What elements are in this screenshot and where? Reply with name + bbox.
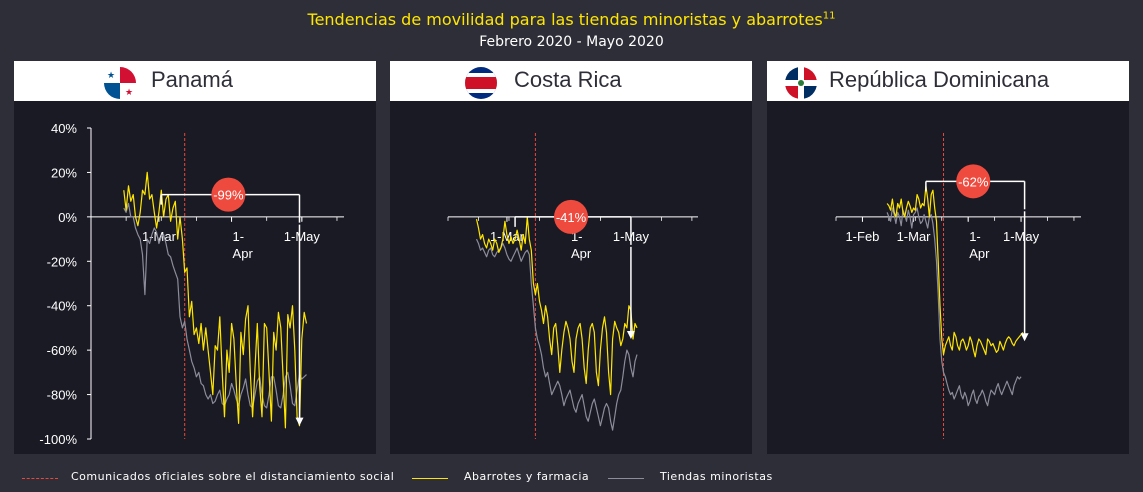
legend-grocery-label: Abarrotes y farmacia <box>464 470 590 483</box>
dominican-republic-flag-icon <box>785 67 817 99</box>
y-tick-label: -60% <box>47 343 78 358</box>
change-badge <box>956 164 991 199</box>
legend-retail-swatch <box>608 478 644 479</box>
series-line-grocery <box>475 216 638 396</box>
change-badge <box>554 199 588 234</box>
y-tick-label: 40% <box>51 121 77 136</box>
change-arrow-head <box>626 331 635 340</box>
y-tick-label: -100% <box>39 432 77 447</box>
change-badge <box>211 177 246 212</box>
legend-retail-label: Tiendas minoristas <box>660 470 773 483</box>
chart-title: Tendencias de movilidad para las tiendas… <box>0 10 1143 29</box>
panel-title: República Dominicana <box>829 67 1050 92</box>
panel-header-costa-rica: Costa Rica <box>390 61 752 101</box>
x-tick-label: Apr <box>233 246 254 261</box>
chart-subtitle: Febrero 2020 - Mayo 2020 <box>479 34 664 50</box>
y-tick-label: -40% <box>47 299 78 314</box>
change-label: -62% <box>958 174 989 189</box>
series-line-grocery <box>123 171 308 429</box>
change-arrow-head <box>1020 333 1029 342</box>
x-tick-label: 1-Feb <box>845 229 879 244</box>
plot-dominican-republic: 1-Feb 1-Mar 1- Apr 1-May -62% <box>835 133 1081 439</box>
y-tick-label: 20% <box>51 165 77 180</box>
y-tick-label: -80% <box>47 388 78 403</box>
panel-header-panama: ★ ★ Panamá <box>14 61 376 101</box>
x-tick-label: 1-May <box>1003 229 1040 244</box>
y-tick-label: 0% <box>58 210 77 225</box>
x-tick-label: 1- <box>571 229 583 244</box>
change-arrow-head <box>295 417 304 426</box>
costa-rica-flag-icon <box>465 67 497 99</box>
panel-header-dominican-republic: República Dominicana <box>767 61 1129 101</box>
legend-social-swatch <box>22 478 58 479</box>
change-label: -41% <box>556 210 587 225</box>
svg-text:★: ★ <box>107 71 115 81</box>
x-tick-label: Apr <box>969 246 990 261</box>
series-line-retail <box>886 207 1022 407</box>
x-tick-label: 1-Mar <box>897 229 932 244</box>
panel-title: Panamá <box>151 67 233 92</box>
x-tick-label: 1- <box>233 229 245 244</box>
series-line-retail <box>475 238 638 431</box>
y-tick-label: -20% <box>47 254 78 269</box>
legend-social-label: Comunicados oficiales sobre el distancia… <box>71 470 395 483</box>
legend-grocery-swatch <box>412 478 448 479</box>
x-tick-label: Apr <box>571 246 592 261</box>
series-line-retail <box>123 202 307 409</box>
title-footnote: 11 <box>822 10 836 22</box>
x-tick-label: 1- <box>969 229 981 244</box>
x-tick-label: 1-May <box>284 229 321 244</box>
panel-costa-rica: Costa Rica 1-Mar 1- Apr 1-May -41% <box>390 61 752 454</box>
panel-title: Costa Rica <box>514 67 622 92</box>
panel-dominican-republic: República Dominicana 1-Feb 1-Mar 1- Apr 1-Ma… <box>767 61 1129 454</box>
plot-panama: 40%20%0%-20%-40%-60%-80%-100%1-Mar 1-Apr1… <box>39 121 344 447</box>
change-label: -99% <box>213 188 244 203</box>
svg-text:★: ★ <box>125 88 133 98</box>
series-line-grocery <box>886 185 1024 358</box>
title-text: Tendencias de movilidad para las tiendas… <box>307 10 823 29</box>
panama-flag-icon: ★ ★ <box>104 67 136 99</box>
panel-panama: ★ ★ Panamá 40% 20% 0% -20% -40% -60% -80% -100%… <box>14 61 376 454</box>
